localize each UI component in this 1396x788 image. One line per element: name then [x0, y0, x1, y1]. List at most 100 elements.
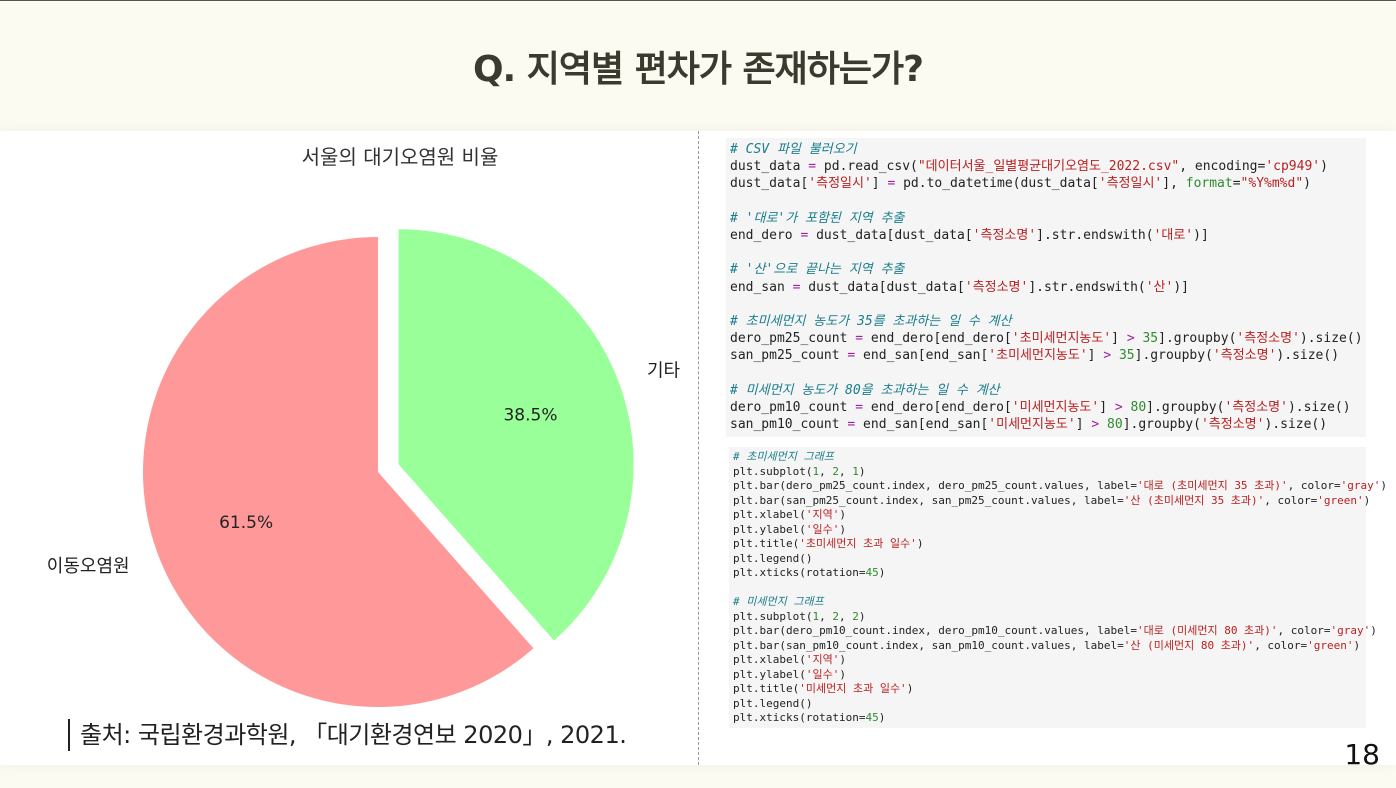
- code-token: ]: [1099, 400, 1115, 416]
- code-token: [1099, 417, 1107, 432]
- code-token: [1123, 400, 1131, 415]
- code-token: , color=: [1254, 638, 1308, 652]
- code-line: dero_pm10_count = end_dero[end_dero['미세먼…: [730, 399, 1362, 416]
- code-token: 1: [812, 464, 820, 478]
- code-token: pd.to_datetime(dust_data[: [895, 176, 1099, 192]
- pie-slice-1: [398, 229, 634, 641]
- code-token: , encoding=: [1179, 159, 1266, 175]
- code-token: ): [839, 508, 846, 521]
- code-line: plt.subplot(1, 2, 1): [733, 465, 1362, 480]
- code-token: '미세먼지농도': [988, 417, 1076, 433]
- code-token: ): [1363, 493, 1371, 507]
- pie-slice-0: [143, 237, 534, 707]
- code-line: # '산'으로 끝나는 지역 추출: [730, 261, 1362, 278]
- code-token: 'green': [1307, 638, 1354, 652]
- code-token: '측정소명': [1212, 348, 1277, 364]
- page-number: 18: [1344, 738, 1380, 771]
- code-token: '초미세먼지 초과 일수': [799, 537, 917, 550]
- pie-category-label: 기타: [647, 360, 681, 381]
- source-caption: 출처: 국립환경과학원, 「대기환경연보 2020」, 2021.: [68, 719, 627, 751]
- code-token: plt.bar(dero_pm25_count.index, dero_pm25…: [733, 479, 1137, 492]
- code-line: dust_data['측정일시'] = pd.to_datetime(dust_…: [730, 175, 1362, 192]
- code-token: # CSV 파일 불러오기: [730, 142, 857, 157]
- code-token: ,: [838, 464, 853, 478]
- code-token: ): [839, 653, 846, 666]
- code-token: plt.xticks(rotation=: [733, 711, 866, 724]
- code-token: ): [1320, 159, 1328, 175]
- code-token: ): [858, 609, 866, 623]
- code-token: '미세먼지농도': [1011, 400, 1100, 416]
- code-token: dust_data[: [730, 176, 809, 192]
- code-line: # '대로'가 포함된 지역 추출: [730, 210, 1362, 227]
- code-token: =: [800, 228, 809, 244]
- code-token: ): [906, 682, 914, 695]
- code-token: ): [1370, 624, 1377, 637]
- pie-chart: 61.5% 이동오염원 38.5% 기타: [47, 229, 681, 707]
- code-token: ].groupby(: [1122, 417, 1201, 433]
- code-token: ): [858, 464, 866, 478]
- code-token: =: [887, 176, 896, 192]
- code-token: # 미세먼지 그래프: [733, 595, 824, 608]
- code-token: ,: [838, 609, 853, 623]
- code-token: "%Y%m%d": [1240, 176, 1304, 192]
- code-token: '일수': [805, 667, 840, 681]
- code-token: '측정일시': [808, 176, 872, 192]
- code-token: '지역': [805, 508, 840, 521]
- code-token: # '산'으로 끝나는 지역 추출: [730, 262, 905, 278]
- code-line: plt.subplot(1, 2, 2): [733, 610, 1362, 625]
- code-token: '측정소명': [1224, 400, 1288, 416]
- code-token: plt.ylabel(: [733, 667, 806, 681]
- code-token: ): [839, 667, 846, 681]
- code-token: =: [808, 159, 817, 175]
- code-token: end_dero[end_dero[: [863, 331, 1012, 347]
- code-line: plt.legend(): [733, 697, 1362, 712]
- code-token: 80: [1107, 417, 1123, 433]
- code-token: ): [839, 522, 846, 536]
- code-token: '미세먼지 초과 일수': [799, 682, 907, 695]
- code-token: ].groupby(: [1158, 331, 1237, 347]
- code-token: 2: [832, 464, 839, 478]
- code-token: '측정일시': [1098, 176, 1163, 192]
- code-token: )]: [1193, 228, 1209, 244]
- code-token: 'gray': [1330, 624, 1371, 637]
- code-line: [730, 296, 1362, 313]
- code-line: plt.title('초미세먼지 초과 일수'): [733, 537, 1362, 552]
- code-token: ].str.endswith(: [1028, 279, 1146, 295]
- code-token: "데이터서울_일별평균대기오염도_2022.csv": [917, 159, 1180, 175]
- code-token: '대로 (초미세먼지 35 초과)': [1136, 479, 1288, 492]
- code-token: plt.xlabel(: [733, 508, 806, 521]
- code-token: ].str.endswith(: [1036, 228, 1154, 244]
- code-token: >: [1091, 417, 1100, 433]
- code-line: dust_data = pd.read_csv("데이터서울_일별평균대기오염도…: [730, 158, 1362, 175]
- code-line: plt.bar(dero_pm10_count.index, dero_pm10…: [733, 624, 1377, 639]
- code-token: =: [847, 417, 856, 433]
- code-token: '측정소명': [972, 228, 1037, 244]
- code-token: plt.bar(san_pm25_count.index, san_pm25_c…: [733, 493, 1124, 507]
- code-token: end_san[end_san[: [855, 348, 989, 364]
- code-token: '초미세먼지농도': [988, 348, 1088, 364]
- code-token: end_dero[end_dero[: [863, 400, 1012, 416]
- code-line: end_san = dust_data[dust_data['측정소명'].st…: [730, 279, 1362, 296]
- code-token: # '대로'가 포함된 지역 추출: [730, 210, 905, 226]
- code-token: ]: [1087, 348, 1104, 364]
- code-token: plt.legend(): [733, 551, 813, 565]
- code-token: ).size(): [1287, 400, 1351, 416]
- top-border: [0, 0, 1396, 1]
- code-token: format: [1185, 176, 1233, 192]
- code-token: =: [855, 331, 864, 347]
- code-token: '대로': [1153, 228, 1194, 244]
- code-token: 35: [1142, 331, 1159, 347]
- code-line: plt.xlabel('지역'): [733, 508, 1362, 523]
- code-token: '산 (미세먼지 80 초과)': [1123, 638, 1255, 652]
- code-line: plt.bar(san_pm25_count.index, san_pm25_c…: [733, 493, 1370, 509]
- code-token: plt.subplot(: [733, 609, 813, 623]
- code-line: [730, 365, 1362, 382]
- code-token: ]: [1111, 331, 1127, 347]
- code-token: plt.xlabel(: [733, 653, 806, 666]
- code-token: san_pm10_count: [730, 417, 848, 433]
- code-token: >: [1126, 331, 1135, 347]
- code-token: plt.ylabel(: [733, 522, 806, 536]
- code-token: dero_pm10_count: [730, 400, 856, 416]
- pie-value-label: 38.5%: [503, 405, 557, 425]
- code-token: end_san: [730, 279, 793, 295]
